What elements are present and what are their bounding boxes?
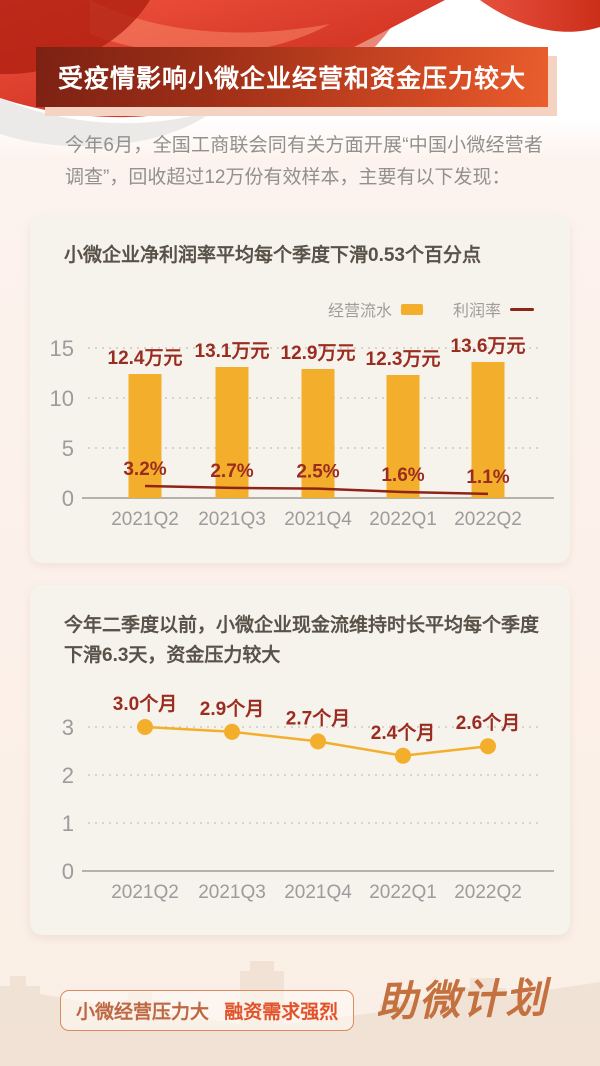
y-tick-label: 1 (62, 811, 74, 836)
x-tick-label: 2021Q2 (111, 509, 179, 530)
legend-label-revenue: 经营流水 (327, 303, 392, 320)
revenue-bar (128, 374, 162, 498)
bar-series-swatch-icon (400, 303, 423, 315)
footer-slogan-right: 融资需求强烈 (224, 1002, 339, 1023)
cashflow-point-label: 2.6个月 (456, 712, 520, 734)
profit-rate-label: 2.5% (296, 462, 339, 483)
cashflow-point (224, 723, 240, 740)
cashflow-point-label: 3.0个月 (113, 693, 177, 715)
page-title-banner: 受疫情影响小微企业经营和资金压力较大 (36, 47, 548, 107)
brand-logo: 助微计划 (375, 973, 549, 1027)
cashflow-point (395, 747, 411, 764)
bar-value-label: 13.6万元 (451, 336, 526, 357)
bar-value-label: 12.4万元 (108, 348, 183, 369)
red-ribbon-decoration (0, 0, 600, 147)
x-tick-label: 2021Q4 (284, 882, 352, 903)
revenue-bar (301, 369, 335, 498)
x-tick-label: 2021Q4 (284, 509, 352, 530)
profit-rate-label: 1.6% (381, 465, 424, 486)
x-tick-label: 2021Q2 (111, 882, 179, 903)
cashflow-point-label: 2.9个月 (200, 698, 264, 720)
chart-legend: 经营流水 利润率 (328, 297, 534, 321)
cashflow-point-label: 2.4个月 (371, 722, 435, 744)
x-tick-label: 2022Q2 (454, 882, 522, 903)
chart-card-cashflow: 今年二季度以前，小微企业现金流维持时长平均每个季度下滑6.3天，资金压力较大 0… (30, 585, 570, 935)
page-title: 受疫情影响小微企业经营和资金压力较大 (57, 65, 526, 93)
intro-text: 今年6月，全国工商联会同有关方面开展“中国小微经营者调查”，回收超过12万份有效… (65, 135, 543, 188)
y-tick-label: 15 (50, 336, 74, 361)
x-tick-label: 2022Q2 (454, 509, 522, 530)
cashflow-point (480, 738, 496, 755)
cashflow-point (137, 719, 153, 735)
x-tick-label: 2021Q3 (198, 882, 266, 903)
bar-value-label: 12.9万元 (281, 343, 356, 364)
profit-rate-label: 2.7% (210, 461, 253, 482)
bar-line-chart: 0 5 10 15 2021Q2 2021Q3 2021Q4 2022Q1 2022Q2 12.4… (50, 336, 554, 530)
profit-rate-label: 3.2% (123, 459, 166, 480)
y-tick-label: 0 (62, 859, 74, 884)
x-tick-label: 2021Q3 (198, 509, 266, 530)
cashflow-point (310, 733, 326, 750)
line-series-swatch-icon (510, 307, 534, 311)
ribbon-right-wave (480, 0, 600, 32)
chart-title-cashflow: 今年二季度以前，小微企业现金流维持时长平均每个季度下滑6.3天，资金压力较大 (64, 615, 540, 666)
bar-value-label: 13.1万元 (195, 341, 270, 362)
y-tick-label: 3 (62, 715, 74, 740)
ribbon-highlight (90, 0, 330, 54)
cashflow-line-chart: 0 1 2 3 2021Q2 2021Q3 2021Q4 2022Q1 2022Q2 3.0个月 2… (62, 693, 554, 903)
revenue-bar (471, 362, 505, 498)
x-tick-label: 2022Q1 (369, 882, 437, 903)
profit-rate-line (144, 484, 489, 496)
y-tick-label: 0 (62, 486, 74, 511)
chart-card-profit: 小微企业净利润率平均每个季度下滑0.53个百分点 经营流水 利润率 0 5 10 15… (30, 215, 570, 563)
chart-title-profit: 小微企业净利润率平均每个季度下滑0.53个百分点 (64, 245, 481, 266)
revenue-bar (386, 375, 420, 498)
y-tick-label: 10 (50, 386, 74, 411)
footer-slogan-left: 小微经营压力大 (76, 1002, 210, 1023)
footer-slogan-tag: 小微经营压力大 融资需求强烈 (60, 990, 355, 1031)
y-tick-label: 5 (62, 436, 74, 461)
x-tick-label: 2022Q1 (369, 509, 437, 530)
legend-item-profit-rate: 利润率 (453, 297, 534, 321)
profit-rate-label: 1.1% (466, 467, 509, 488)
revenue-bar (215, 367, 249, 498)
legend-item-revenue: 经营流水 (328, 297, 423, 321)
bar-value-label: 12.3万元 (366, 349, 441, 370)
legend-label-profit-rate: 利润率 (452, 303, 501, 320)
cashflow-point-label: 2.7个月 (286, 707, 350, 729)
y-tick-label: 2 (62, 763, 74, 788)
